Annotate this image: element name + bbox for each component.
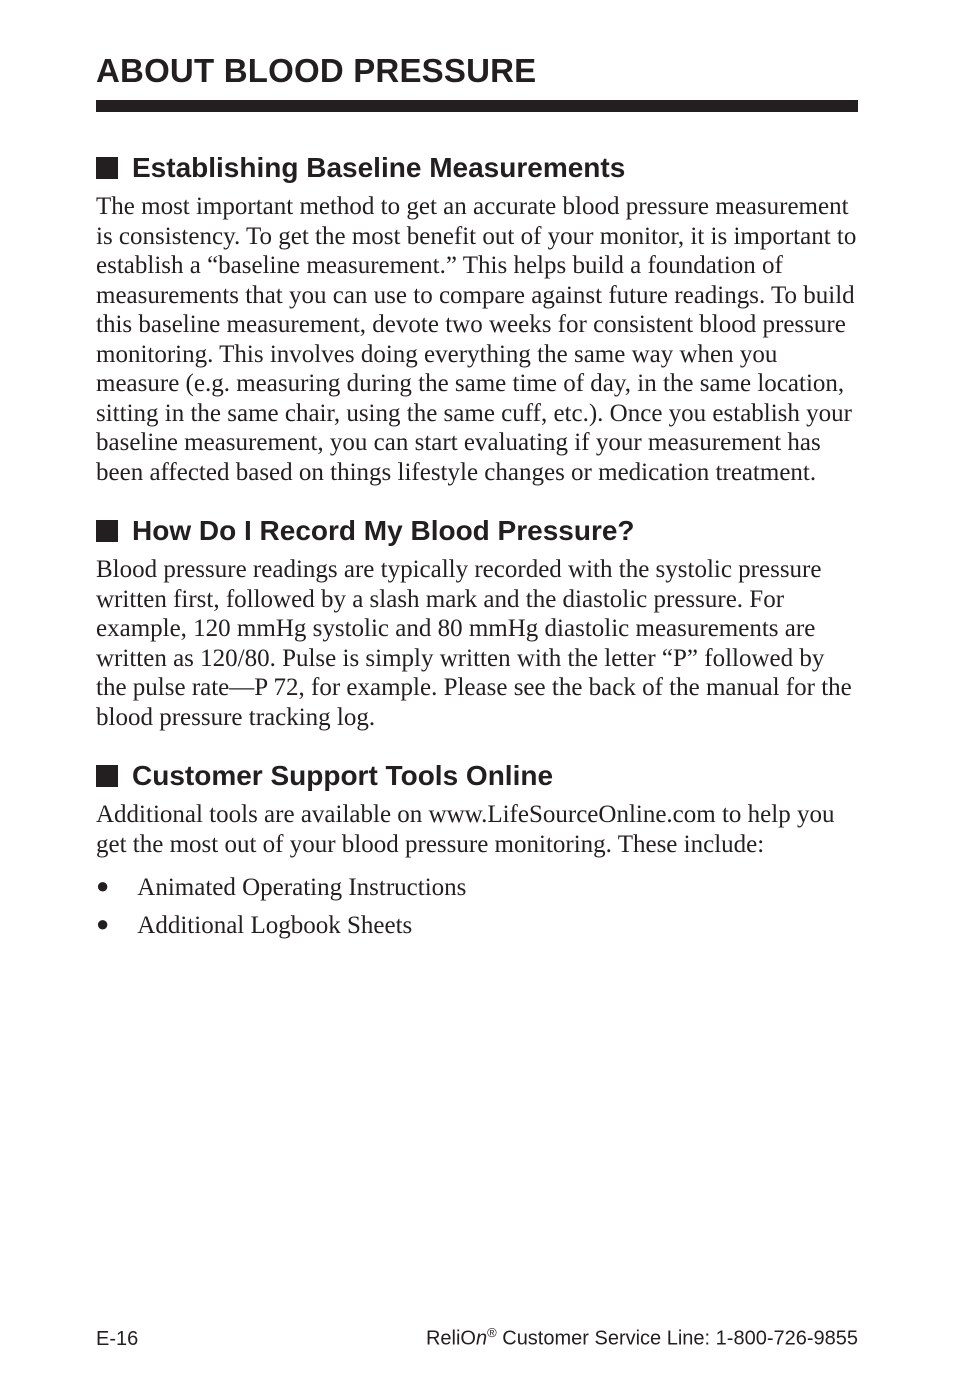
section-heading: Establishing Baseline Measurements: [96, 152, 858, 184]
bullet-dot-icon: ●: [96, 875, 109, 897]
square-bullet-icon: [96, 520, 118, 542]
section-heading-text: How Do I Record My Blood Pressure?: [132, 515, 635, 547]
bullet-dot-icon: ●: [96, 913, 109, 935]
page-number: E-16: [96, 1328, 138, 1351]
bullet-list: ● Animated Operating Instructions ● Addi…: [96, 869, 858, 944]
title-underline-bar: [96, 100, 858, 112]
section-heading: Customer Support Tools Online: [96, 760, 858, 792]
section-heading-text: Customer Support Tools Online: [132, 760, 553, 792]
section-body: The most important method to get an accu…: [96, 192, 858, 487]
customer-service-line: ReliOn® Customer Service Line: 1-800-726…: [426, 1325, 858, 1351]
section-body: Blood pressure readings are typically re…: [96, 555, 858, 732]
section-heading-text: Establishing Baseline Measurements: [132, 152, 625, 184]
square-bullet-icon: [96, 765, 118, 787]
list-item: ● Animated Operating Instructions: [96, 869, 858, 907]
brand-prefix: ReliO: [426, 1328, 476, 1350]
section-body: Additional tools are available on www.Li…: [96, 800, 858, 859]
section-record-bp: How Do I Record My Blood Pressure? Blood…: [96, 515, 858, 732]
registered-mark-icon: ®: [487, 1325, 497, 1340]
customer-service-text: Customer Service Line: 1-800-726-9855: [497, 1328, 858, 1350]
list-item: ● Additional Logbook Sheets: [96, 907, 858, 945]
square-bullet-icon: [96, 157, 118, 179]
page-footer: E-16 ReliOn® Customer Service Line: 1-80…: [96, 1325, 858, 1351]
list-item-text: Additional Logbook Sheets: [137, 907, 412, 945]
page-title: ABOUT BLOOD PRESSURE: [96, 52, 858, 90]
section-customer-support: Customer Support Tools Online Additional…: [96, 760, 858, 944]
brand-suffix-italic: n: [476, 1328, 487, 1350]
section-heading: How Do I Record My Blood Pressure?: [96, 515, 858, 547]
section-establishing-baseline: Establishing Baseline Measurements The m…: [96, 152, 858, 487]
list-item-text: Animated Operating Instructions: [137, 869, 466, 907]
